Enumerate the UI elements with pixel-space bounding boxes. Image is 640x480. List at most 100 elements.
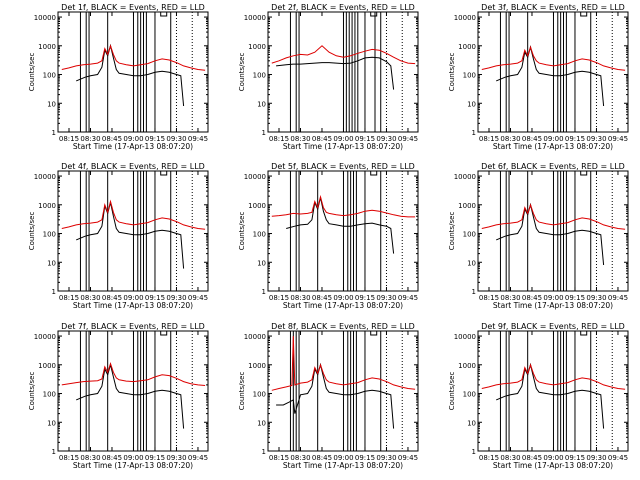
x-tick-label: 09:45 xyxy=(398,454,418,462)
x-tick-label: 09:00 xyxy=(543,454,563,462)
x-tick-label: 09:30 xyxy=(586,294,606,302)
x-tick-label: 09:15 xyxy=(565,135,585,143)
y-tick-label: 10 xyxy=(467,100,476,108)
x-tick-label: 09:30 xyxy=(166,294,186,302)
y-tick-label: 100 xyxy=(43,231,56,239)
x-axis-label: Start Time (17-Apr-13 08:07:20) xyxy=(73,461,193,470)
panel-title: Det 4f, BLACK = Events, RED = LLD xyxy=(61,162,205,171)
y-axis-label: Counts/sec xyxy=(238,212,246,251)
y-axis-label: Counts/sec xyxy=(238,372,246,411)
x-tick-label: 09:45 xyxy=(608,294,628,302)
y-tick-label: 1 xyxy=(472,288,476,296)
x-tick-label: 08:15 xyxy=(59,135,79,143)
y-tick-label: 100 xyxy=(43,72,56,80)
x-tick-label: 09:30 xyxy=(166,454,186,462)
y-tick-label: 100 xyxy=(253,231,266,239)
x-tick-label: 09:45 xyxy=(398,135,418,143)
y-tick-label: 1 xyxy=(52,129,56,137)
top-marker-box xyxy=(160,330,168,336)
x-tick-label: 08:45 xyxy=(522,135,542,143)
panel-title: Det 8f, BLACK = Events, RED = LLD xyxy=(271,322,415,331)
y-tick-label: 100 xyxy=(43,391,56,399)
x-tick-label: 09:00 xyxy=(333,294,353,302)
panel-title: Det 9f, BLACK = Events, RED = LLD xyxy=(481,322,625,331)
y-tick-label: 10000 xyxy=(244,333,266,341)
lld-series-line xyxy=(271,45,416,65)
y-tick-label: 1000 xyxy=(248,362,266,370)
y-tick-label: 10000 xyxy=(454,173,476,181)
y-tick-label: 1000 xyxy=(38,362,56,370)
y-tick-label: 10 xyxy=(257,419,266,427)
y-tick-label: 1000 xyxy=(248,202,266,210)
x-tick-label: 08:15 xyxy=(479,294,499,302)
y-tick-label: 100 xyxy=(463,231,476,239)
x-tick-label: 08:45 xyxy=(522,454,542,462)
panel-det-2: Det 2f, BLACK = Events, RED = LLD 1 10 100 1… xyxy=(238,3,419,151)
y-tick-label: 1 xyxy=(262,129,266,137)
x-tick-label: 08:30 xyxy=(80,454,100,462)
lld-series-line xyxy=(271,194,416,218)
y-tick-label: 10000 xyxy=(34,333,56,341)
x-tick-label: 08:15 xyxy=(269,294,289,302)
x-tick-label: 08:30 xyxy=(80,294,100,302)
y-tick-label: 1000 xyxy=(458,362,476,370)
lld-series-line xyxy=(61,361,206,386)
y-tick-label: 1000 xyxy=(248,43,266,51)
lld-series-line xyxy=(481,203,626,230)
y-tick-label: 1 xyxy=(262,448,266,456)
events-series-line xyxy=(496,45,605,107)
x-tick-label: 09:45 xyxy=(398,294,418,302)
x-tick-label: 08:30 xyxy=(290,454,310,462)
y-tick-label: 1 xyxy=(472,129,476,137)
top-marker-box xyxy=(580,11,588,17)
x-tick-label: 09:00 xyxy=(123,454,143,462)
x-tick-label: 09:30 xyxy=(586,454,606,462)
x-tick-label: 09:30 xyxy=(376,135,396,143)
y-tick-label: 10000 xyxy=(34,173,56,181)
panel-title: Det 5f, BLACK = Events, RED = LLD xyxy=(271,162,415,171)
x-tick-label: 08:45 xyxy=(102,135,122,143)
x-tick-label: 08:15 xyxy=(59,454,79,462)
top-marker-box xyxy=(160,11,168,17)
x-tick-label: 09:45 xyxy=(188,294,208,302)
y-tick-label: 10000 xyxy=(454,333,476,341)
lld-series-line xyxy=(61,199,206,230)
x-tick-label: 09:15 xyxy=(355,135,375,143)
y-axis-label: Counts/sec xyxy=(448,372,456,411)
y-tick-label: 1 xyxy=(472,448,476,456)
y-tick-label: 100 xyxy=(463,72,476,80)
y-tick-label: 10 xyxy=(257,259,266,267)
x-tick-label: 08:45 xyxy=(312,294,332,302)
panel-title: Det 6f, BLACK = Events, RED = LLD xyxy=(481,162,625,171)
events-series-line xyxy=(286,197,395,254)
y-tick-label: 1 xyxy=(52,288,56,296)
panel-det-6: Det 6f, BLACK = Events, RED = LLD 1 10 100 1… xyxy=(448,162,629,310)
x-tick-label: 09:00 xyxy=(333,454,353,462)
x-axis-label: Start Time (17-Apr-13 08:07:20) xyxy=(283,461,403,470)
y-tick-label: 1000 xyxy=(458,43,476,51)
events-series-line xyxy=(76,43,185,107)
y-axis-label: Counts/sec xyxy=(28,212,36,251)
x-tick-label: 09:45 xyxy=(608,135,628,143)
y-tick-label: 1000 xyxy=(38,43,56,51)
y-axis-label: Counts/sec xyxy=(448,212,456,251)
top-marker-box xyxy=(580,330,588,336)
x-tick-label: 08:45 xyxy=(522,294,542,302)
lld-series-line xyxy=(481,363,626,390)
x-tick-label: 09:00 xyxy=(543,135,563,143)
y-tick-label: 10 xyxy=(467,259,476,267)
panel-det-8: Det 8f, BLACK = Events, RED = LLD 1 10 100 1… xyxy=(238,322,419,470)
x-axis-label: Start Time (17-Apr-13 08:07:20) xyxy=(493,461,613,470)
y-axis-label: Counts/sec xyxy=(448,53,456,92)
x-tick-label: 08:15 xyxy=(269,454,289,462)
x-tick-label: 09:45 xyxy=(188,135,208,143)
x-tick-label: 09:45 xyxy=(608,454,628,462)
x-tick-label: 08:45 xyxy=(312,135,332,143)
lld-series-line xyxy=(61,44,206,71)
y-tick-label: 10000 xyxy=(454,14,476,22)
events-series-line xyxy=(496,202,605,266)
y-tick-label: 10000 xyxy=(34,14,56,22)
events-series-line xyxy=(76,202,185,269)
lld-series-line xyxy=(481,45,626,71)
